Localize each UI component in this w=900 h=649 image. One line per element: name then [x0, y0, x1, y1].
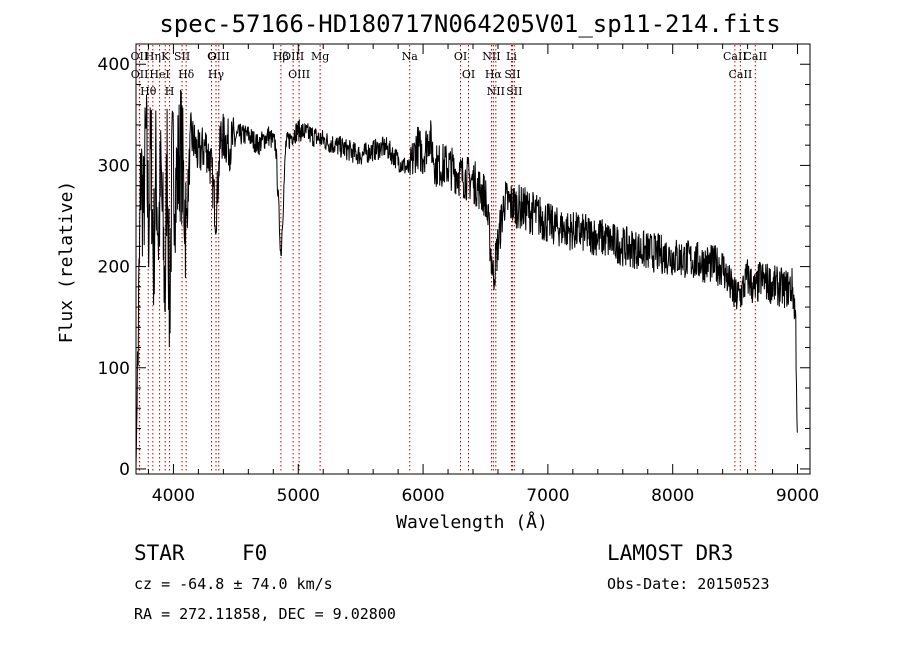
redshift-readout: cz = -64.8 ± 74.0 km/s [134, 575, 333, 593]
x-tick-label: 4000 [152, 486, 195, 506]
spectrum-series-line [135, 89, 798, 469]
spectral-line-label: OI [454, 50, 467, 63]
spectral-line-label: Mg [311, 50, 329, 63]
object-class: STAR [134, 541, 185, 565]
spectral-line-label: H [165, 85, 175, 98]
spectral-line-label: Hα [485, 68, 503, 81]
y-tick-label: 100 [98, 359, 130, 379]
y-axis-label: Flux (relative) [56, 181, 77, 344]
spectral-line-label: Hβ [273, 50, 289, 63]
spectral-line-label: NII [487, 85, 505, 98]
spectral-line-label: Hγ [208, 68, 225, 81]
spectral-line-label: SII [174, 50, 190, 63]
x-axis-label: Wavelength (Å) [396, 511, 548, 533]
y-tick-label: 200 [98, 258, 130, 278]
x-tick-label: 9000 [776, 486, 819, 506]
y-tick-label: 300 [98, 156, 130, 176]
spectral-line-label: OIII [288, 68, 310, 81]
x-tick-label: 7000 [526, 486, 569, 506]
spectral-line-label: OI [462, 68, 475, 81]
x-tick-label: 5000 [277, 486, 320, 506]
spectral-line-label: OIII [282, 50, 304, 63]
spectral-line-label: CaII [729, 68, 753, 81]
axis-ticks-layer: 4000 5000 6000 7000 8000 9000 0 100 200 300 400 [98, 44, 819, 506]
spectral-line-label: Li [506, 50, 517, 63]
y-tick-label: 400 [98, 55, 130, 75]
spectral-line-label: OIII [208, 50, 230, 63]
spectral-line-label: OII [131, 50, 149, 63]
x-tick-label: 6000 [401, 486, 444, 506]
spectral-line-label: SII [504, 68, 520, 81]
x-tick-label: 8000 [651, 486, 694, 506]
spectral-line-label: Hθ [140, 85, 157, 98]
spectral-line-label: Hδ [178, 68, 195, 81]
spectral-lines-layer [138, 45, 756, 473]
chart-title: spec-57166-HD180717N064205V01_sp11-214.f… [159, 10, 780, 38]
spectral-line-label: G [207, 50, 216, 63]
spectral-line-label: CaII [723, 50, 747, 63]
y-tick-label: 0 [119, 460, 130, 480]
spectral-line-label: Hη [145, 50, 161, 63]
spectral-line-label: CaII [743, 50, 767, 63]
object-subclass: F0 [242, 541, 267, 565]
spectral-line-label: SII [506, 85, 522, 98]
coordinates-readout: RA = 272.11858, DEC = 9.02800 [134, 605, 396, 623]
spectral-line-label: OII [131, 68, 149, 81]
survey-name: LAMOST DR3 [607, 541, 733, 565]
spectral-line-label: NII [482, 50, 500, 63]
spectral-line-label: K [161, 50, 170, 63]
spectral-line-label: HeI [149, 68, 169, 81]
observation-date: Obs-Date: 20150523 [607, 575, 770, 593]
spectral-line-label: Na [402, 50, 419, 63]
